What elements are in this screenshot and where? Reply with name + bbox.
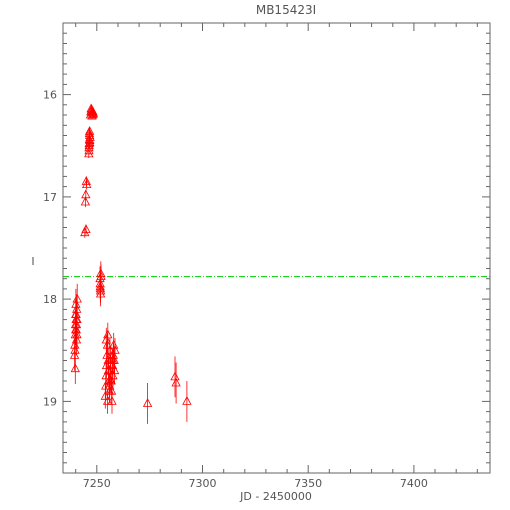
triangle-marker: [85, 137, 95, 147]
data-point: [85, 135, 95, 145]
plot-frame: [62, 22, 491, 474]
x-tick-label: 7350: [294, 477, 322, 490]
data-point: [84, 126, 95, 136]
triangle-marker: [108, 355, 118, 364]
data-point: [171, 362, 181, 404]
x-tick-label: 7300: [189, 477, 217, 490]
triangle-marker: [142, 398, 153, 407]
x-tick-label: 7400: [400, 477, 428, 490]
y-tick-label: 18: [43, 293, 57, 306]
y-tick-label: 19: [43, 395, 57, 408]
data-point: [170, 356, 180, 398]
triangle-marker: [101, 334, 111, 344]
data-point: [72, 283, 82, 315]
triangle-marker: [171, 377, 181, 387]
data-points: [69, 103, 192, 424]
x-tick-label: 7250: [83, 477, 111, 490]
triangle-marker: [84, 126, 95, 135]
chart-title: MB15423I: [256, 3, 316, 17]
axis-ticks: 7250 7300 7350 7400 16 17 18 19: [43, 23, 490, 490]
data-point: [81, 224, 91, 235]
data-point: [95, 278, 106, 304]
data-point: [86, 103, 96, 113]
data-point: [105, 373, 115, 399]
triangle-marker: [105, 380, 115, 390]
y-axis-label: I: [31, 255, 34, 268]
triangle-marker: [81, 224, 91, 234]
triangle-marker: [84, 140, 94, 150]
triangle-marker: [81, 189, 91, 199]
triangle-marker: [95, 285, 106, 295]
triangle-marker: [82, 179, 92, 189]
data-point: [103, 322, 113, 348]
data-point: [71, 309, 82, 340]
triangle-marker: [71, 334, 82, 344]
triangle-marker: [70, 363, 80, 373]
triangle-marker: [84, 148, 94, 158]
y-tick-label: 16: [43, 89, 57, 102]
data-point: [82, 179, 92, 190]
x-axis-label: JD - 2450000: [239, 490, 312, 503]
data-point: [108, 348, 118, 373]
data-point: [142, 383, 153, 424]
data-point: [84, 140, 94, 150]
triangle-marker: [71, 319, 82, 329]
data-point: [72, 319, 82, 351]
triangle-marker: [72, 329, 82, 339]
data-point: [70, 353, 80, 384]
data-point: [102, 389, 113, 414]
data-point: [81, 189, 91, 200]
triangle-marker: [72, 293, 82, 303]
data-point: [101, 327, 111, 353]
triangle-marker: [102, 396, 113, 405]
data-point: [87, 110, 97, 120]
triangle-marker: [87, 110, 97, 120]
triangle-marker: [102, 339, 113, 349]
triangle-marker: [105, 344, 115, 354]
triangle-marker: [84, 145, 94, 155]
data-point: [182, 381, 192, 422]
triangle-marker: [86, 103, 96, 113]
y-tick-label: 17: [43, 191, 57, 204]
triangle-marker: [85, 135, 95, 145]
triangle-marker: [182, 396, 192, 405]
triangle-marker: [80, 196, 91, 206]
